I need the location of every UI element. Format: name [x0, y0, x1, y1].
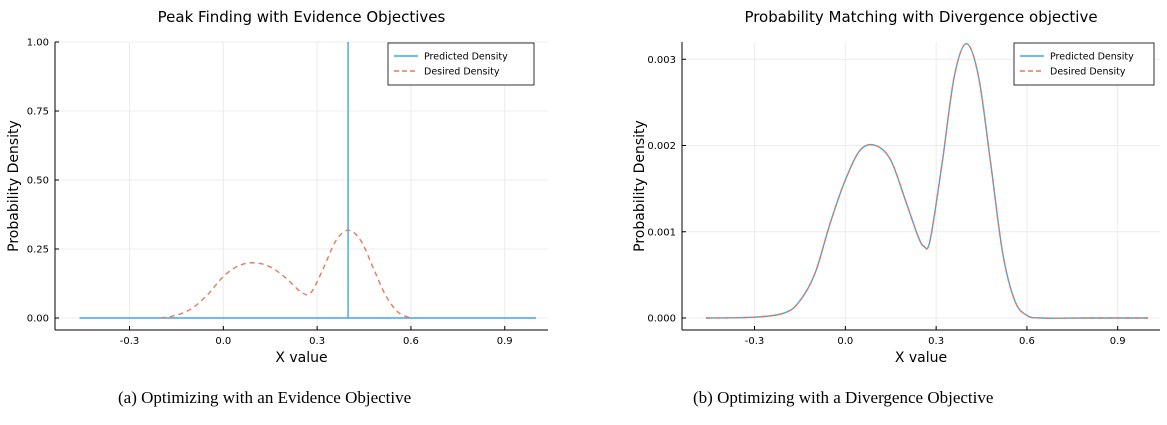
- chart-b-ylabel: Probability Density: [632, 120, 648, 252]
- chart-b-ytick-label-0: 0.000: [647, 314, 676, 325]
- chart-a-legend: Predicted Density Desired Density: [387, 42, 535, 86]
- chart-a-xlabel: X value: [275, 350, 327, 366]
- chart-b-legend-box: [1013, 42, 1155, 86]
- chart-b-xtick-label-0: -0.3: [745, 336, 765, 347]
- chart-b-legend: Predicted Density Desired Density: [1013, 42, 1155, 86]
- chart-a-ytick-label-2: 0.50: [27, 176, 49, 187]
- chart-a-series-desired-density: [160, 229, 412, 319]
- chart-b-ytick-label-2: 0.002: [647, 141, 676, 152]
- chart-b-series-predicted-density: [706, 43, 1148, 319]
- chart-a: Peak Finding with Evidence Objectives -0.…: [6, 8, 548, 366]
- caption-panel-a: (a) Optimizing with an Evidence Objectiv…: [118, 388, 412, 407]
- chart-a-legend-label-predicted-density: Predicted Density: [424, 52, 508, 63]
- chart-b-ytick-label-3: 0.003: [647, 55, 676, 66]
- chart-a-legend-label-desired-density: Desired Density: [424, 67, 500, 78]
- chart-a-series-predicted-density: [79, 42, 536, 319]
- chart-b-ytick-label-1: 0.001: [647, 227, 676, 238]
- chart-b-xtick-label-1: 0.0: [837, 336, 853, 347]
- chart-b-legend-label-desired-density: Desired Density: [1050, 67, 1126, 78]
- chart-a-xtick-label-0: -0.3: [120, 336, 140, 347]
- chart-a-xtick-label-1: 0.0: [215, 336, 231, 347]
- chart-b-xtick-label-2: 0.3: [928, 336, 944, 347]
- chart-a-xtick-label-2: 0.3: [309, 336, 325, 347]
- chart-b-xtick-label-3: 0.6: [1019, 336, 1035, 347]
- chart-b-legend-label-predicted-density: Predicted Density: [1050, 52, 1134, 63]
- chart-a-ytick-label-3: 0.75: [27, 107, 49, 118]
- chart-a-legend-box: [387, 42, 535, 86]
- chart-a-ytick-label-0: 0.00: [27, 314, 49, 325]
- chart-b-xlabel: X value: [895, 350, 947, 366]
- chart-a-ytick-label-4: 1.00: [27, 38, 49, 49]
- chart-b-title: Probability Matching with Divergence obj…: [744, 8, 1097, 26]
- chart-a-xtick-label-4: 0.9: [497, 336, 513, 347]
- chart-a-title: Peak Finding with Evidence Objectives: [158, 8, 446, 26]
- chart-a-xtick-label-3: 0.6: [403, 336, 419, 347]
- chart-a-ytick-label-1: 0.25: [27, 245, 49, 256]
- chart-b: Probability Matching with Divergence obj…: [632, 8, 1160, 366]
- chart-a-ylabel: Probability Density: [6, 120, 22, 252]
- chart-b-xtick-label-4: 0.9: [1110, 336, 1126, 347]
- caption-panel-b: (b) Optimizing with a Divergence Objecti…: [693, 388, 994, 407]
